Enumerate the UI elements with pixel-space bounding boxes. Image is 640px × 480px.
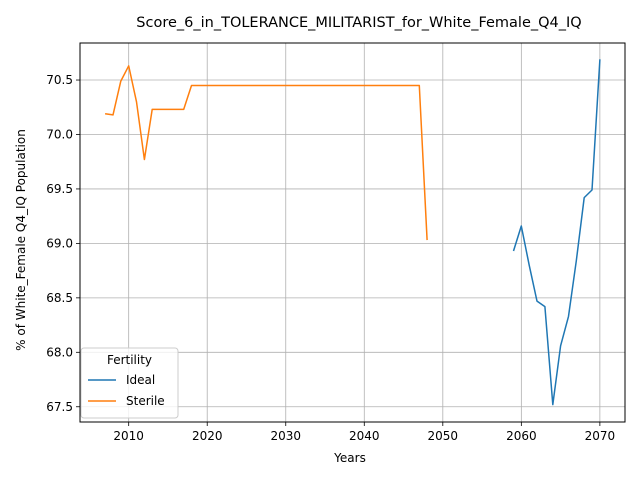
x-axis-label: Years [333, 451, 366, 465]
y-tick-label: 70.5 [46, 73, 73, 87]
legend-label-sterile: Sterile [126, 394, 165, 408]
x-tick-label: 2020 [192, 429, 223, 443]
series-line-ideal [512, 59, 601, 406]
y-tick-label: 68.0 [46, 345, 73, 359]
x-tick-label: 2060 [506, 429, 537, 443]
legend-label-ideal: Ideal [126, 373, 155, 387]
y-tick-label: 69.5 [46, 182, 73, 196]
series-line-sterile [104, 65, 428, 241]
y-axis-label: % of White_Female Q4_IQ Population [14, 129, 28, 351]
chart-title: Score_6_in_TOLERANCE_MILITARIST_for_Whit… [136, 15, 581, 31]
y-tick-label: 67.5 [46, 400, 73, 414]
legend: Fertility Ideal Sterile [80, 347, 179, 419]
y-tick-label: 70.0 [46, 127, 73, 141]
y-tick-label: 69.0 [46, 236, 73, 250]
y-tick-label: 68.5 [46, 291, 73, 305]
x-tick-label: 2050 [428, 429, 459, 443]
x-tick-label: 2030 [270, 429, 301, 443]
x-tick-label: 2010 [113, 429, 144, 443]
series-lines [104, 59, 601, 406]
x-tick-label: 2040 [349, 429, 380, 443]
legend-title: Fertility [107, 353, 152, 367]
x-axis-ticks: 2010 2020 2030 2040 2050 2060 2070 [113, 422, 615, 443]
x-tick-label: 2070 [585, 429, 616, 443]
y-axis-ticks: 67.5 68.0 68.5 69.0 69.5 70.0 70.5 [46, 73, 80, 414]
plot-frame [79, 42, 626, 423]
